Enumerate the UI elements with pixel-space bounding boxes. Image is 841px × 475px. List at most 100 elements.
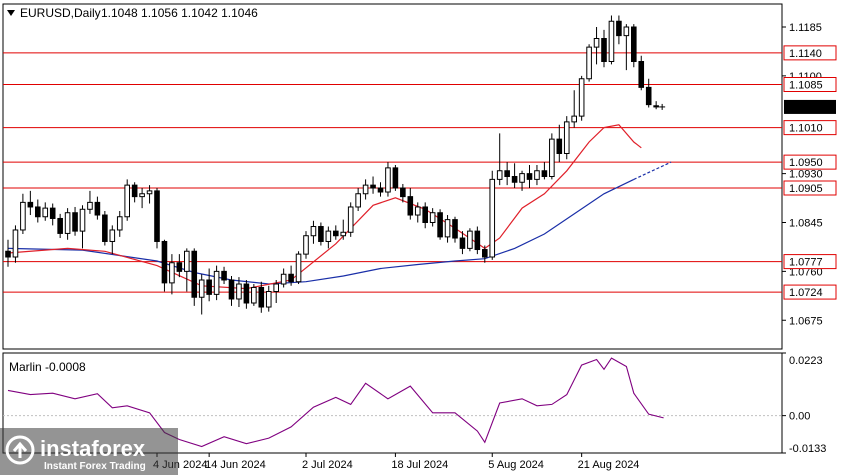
- candle-body: [377, 187, 384, 193]
- candle-body: [645, 86, 652, 106]
- candle: [601, 29, 607, 68]
- candle-body: [109, 229, 116, 242]
- price-tick-label: 1.1185: [789, 22, 822, 34]
- candle: [198, 274, 205, 315]
- candle: [191, 248, 198, 306]
- candle: [586, 44, 592, 82]
- candle-body: [541, 170, 548, 177]
- level-label-box: [783, 180, 837, 196]
- candle: [645, 78, 652, 108]
- candle-body: [616, 20, 622, 37]
- candle-body: [474, 230, 481, 251]
- time-tick-label: 14 Jun 2024: [205, 459, 266, 471]
- oscillator-tick-label: 0.00: [789, 411, 810, 423]
- candle: [20, 193, 26, 234]
- candle: [57, 213, 63, 239]
- candle-body: [385, 167, 391, 193]
- candle-body: [601, 38, 607, 62]
- candle: [377, 182, 384, 197]
- candle: [452, 216, 458, 243]
- symbol-label: EURUSD,Daily: [20, 6, 101, 20]
- candle-body: [318, 226, 324, 242]
- candle: [42, 202, 49, 221]
- candle-body: [295, 253, 302, 283]
- candle-body: [414, 206, 421, 216]
- candle: [467, 228, 473, 252]
- candle: [102, 211, 108, 246]
- candle-body: [273, 283, 279, 292]
- candle-body: [161, 240, 168, 284]
- dropdown-triangle-icon[interactable]: [7, 10, 15, 16]
- candle-body: [124, 184, 131, 218]
- candle-body: [251, 286, 257, 304]
- candle: [333, 225, 339, 240]
- candle: [429, 208, 436, 227]
- candle: [206, 268, 212, 302]
- candle: [362, 179, 369, 200]
- candle-body: [534, 170, 540, 180]
- price-tick-label: 1.0845: [789, 218, 823, 230]
- candle-body: [578, 78, 585, 117]
- time-axis: 14 Jun 2024 2 Jul 2024 18 Jul 2024 5 Aug 20…: [153, 453, 639, 471]
- candle: [489, 170, 496, 260]
- oscillator-tick-label: -0.0133: [789, 443, 826, 455]
- candle: [563, 116, 570, 160]
- candle: [288, 265, 294, 286]
- candle: [474, 226, 481, 255]
- candle-body: [12, 229, 19, 258]
- candle: [407, 188, 414, 220]
- candle-body: [452, 219, 458, 239]
- candle: [87, 190, 93, 214]
- candle: [280, 268, 287, 288]
- candle-body: [586, 46, 592, 80]
- candle-body: [593, 38, 600, 48]
- candle-body: [102, 214, 108, 242]
- candle-body: [340, 231, 347, 237]
- candle-body: [467, 230, 473, 249]
- level-label: 1.0905: [789, 183, 823, 195]
- level-label: 1.0777: [789, 257, 823, 269]
- level-label-box: [783, 254, 837, 270]
- candle-body: [496, 170, 503, 180]
- candle-body: [5, 250, 11, 258]
- current-price-label: 1.1046: [789, 102, 823, 114]
- candle: [340, 219, 347, 240]
- candle-body: [49, 207, 56, 219]
- candle: [325, 226, 332, 249]
- ma-slow-projection: [633, 161, 672, 180]
- candle: [444, 215, 451, 243]
- candle-body: [504, 170, 510, 177]
- candle-body: [355, 193, 361, 208]
- candle: [549, 133, 555, 180]
- candle: [571, 90, 578, 128]
- candle-body: [303, 235, 309, 255]
- candle: [221, 266, 227, 285]
- candle-body: [116, 216, 123, 231]
- candle: [482, 245, 488, 263]
- candle: [504, 162, 510, 186]
- candle: [273, 280, 279, 303]
- candle-body: [549, 138, 555, 177]
- candle: [318, 222, 324, 246]
- candle: [27, 190, 34, 216]
- candle-body: [243, 283, 250, 304]
- candle: [236, 277, 242, 308]
- candle: [347, 202, 354, 237]
- candle: [258, 281, 265, 313]
- candle-body: [526, 173, 533, 180]
- candle-body: [370, 184, 376, 189]
- candle-body: [57, 217, 63, 234]
- candle-body: [459, 237, 466, 249]
- level-label-box: [783, 45, 837, 61]
- candle-body: [288, 273, 294, 283]
- candle: [385, 162, 391, 197]
- candle: [556, 124, 563, 163]
- candle: [169, 254, 175, 295]
- candle: [370, 176, 376, 194]
- candle: [116, 211, 123, 237]
- candle-body: [623, 26, 630, 37]
- candle: [35, 199, 41, 223]
- candle-body: [333, 230, 339, 237]
- candle: [578, 75, 585, 121]
